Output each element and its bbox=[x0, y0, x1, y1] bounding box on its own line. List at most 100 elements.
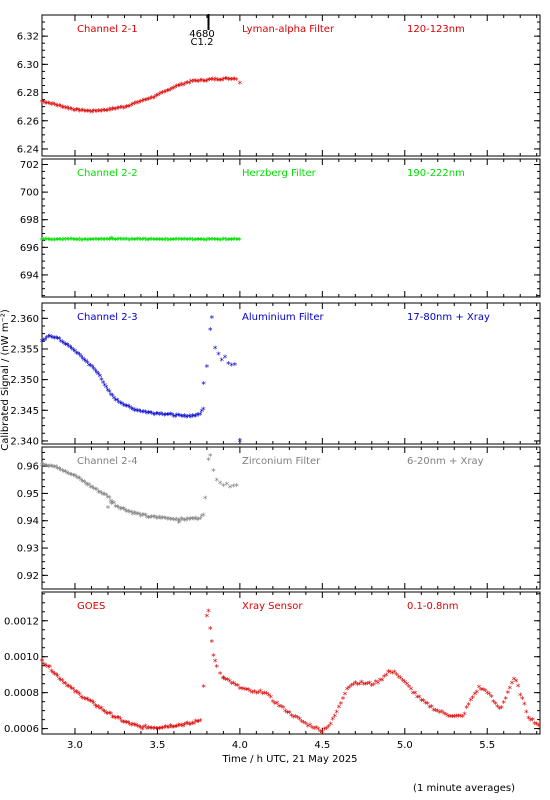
data-point: * bbox=[138, 236, 143, 246]
data-point: * bbox=[512, 676, 517, 686]
data-point: * bbox=[137, 99, 142, 109]
panel-band: 0.1-0.8nm bbox=[407, 601, 459, 612]
data-point: * bbox=[524, 709, 529, 719]
data-point: * bbox=[223, 236, 228, 246]
data-point: * bbox=[52, 671, 57, 681]
data-point: * bbox=[456, 713, 461, 723]
data-point: * bbox=[135, 100, 140, 110]
series-points: ****************************************… bbox=[40, 608, 542, 739]
data-point: * bbox=[76, 475, 81, 485]
data-point: * bbox=[176, 517, 181, 527]
data-point: * bbox=[195, 412, 200, 422]
data-point: * bbox=[250, 689, 255, 699]
data-point: * bbox=[70, 345, 75, 355]
data-point: * bbox=[118, 236, 123, 246]
data-point: * bbox=[206, 77, 211, 87]
data-point: * bbox=[343, 691, 348, 701]
data-point: * bbox=[123, 236, 128, 246]
panel-band: 17-80nm + Xray bbox=[407, 312, 490, 323]
data-point: * bbox=[140, 511, 145, 521]
data-point: * bbox=[101, 380, 106, 390]
data-point: * bbox=[85, 108, 90, 118]
data-point: * bbox=[153, 514, 158, 524]
data-point: * bbox=[132, 100, 137, 110]
data-point: * bbox=[190, 236, 195, 246]
data-point: * bbox=[43, 462, 48, 472]
data-point: * bbox=[283, 708, 288, 718]
data-point: * bbox=[146, 237, 151, 247]
data-point: * bbox=[73, 689, 78, 699]
data-point: * bbox=[134, 237, 139, 247]
data-point: * bbox=[76, 237, 81, 247]
panel-frame bbox=[41, 158, 541, 298]
data-point: * bbox=[185, 515, 190, 525]
x-tick-label: 3.0 bbox=[67, 740, 83, 751]
data-point: * bbox=[106, 387, 111, 397]
data-point: * bbox=[468, 697, 473, 707]
data-point: * bbox=[99, 377, 104, 387]
data-point: * bbox=[171, 236, 176, 246]
data-point: * bbox=[70, 106, 75, 116]
data-point: * bbox=[174, 236, 179, 246]
data-point: * bbox=[95, 108, 100, 118]
y-tick-label: 2.350 bbox=[10, 375, 39, 386]
data-point: * bbox=[151, 411, 156, 421]
data-point: * bbox=[145, 514, 150, 524]
data-point: * bbox=[117, 399, 122, 409]
data-point: * bbox=[244, 686, 249, 696]
data-point: * bbox=[84, 480, 89, 490]
data-point: * bbox=[201, 237, 206, 247]
data-point: * bbox=[151, 236, 156, 246]
data-point: * bbox=[392, 669, 397, 679]
data-point: * bbox=[113, 106, 118, 116]
data-point: * bbox=[68, 236, 73, 246]
data-point: * bbox=[165, 236, 170, 246]
data-point: * bbox=[520, 695, 525, 705]
data-point: * bbox=[427, 704, 432, 714]
data-point: * bbox=[452, 713, 457, 723]
data-point: * bbox=[162, 237, 167, 247]
data-point: * bbox=[215, 477, 220, 487]
data-point: * bbox=[98, 108, 103, 118]
data-point: * bbox=[376, 680, 381, 690]
data-point: * bbox=[134, 407, 139, 417]
data-point: * bbox=[120, 236, 125, 246]
data-point: * bbox=[386, 669, 391, 679]
x-tick-label: 3.5 bbox=[149, 740, 165, 751]
data-point: * bbox=[135, 723, 140, 733]
data-point: * bbox=[413, 690, 418, 700]
data-point: * bbox=[168, 517, 173, 527]
data-point: * bbox=[145, 237, 150, 247]
y-tick-label: 2.355 bbox=[10, 344, 39, 355]
data-point: * bbox=[214, 236, 219, 246]
panel-5: 0.0006 0.0008 0.0010 0.0012 GOES Xray Sensor 0… bbox=[4, 591, 542, 751]
y-tick-label: 0.0012 bbox=[4, 616, 39, 627]
data-point: * bbox=[481, 686, 486, 696]
data-point: * bbox=[220, 237, 225, 247]
data-point: * bbox=[143, 97, 148, 107]
data-point: * bbox=[212, 237, 217, 247]
data-point: * bbox=[106, 504, 111, 514]
data-point: * bbox=[187, 517, 192, 527]
data-point: * bbox=[102, 236, 107, 246]
data-point: * bbox=[332, 713, 337, 723]
data-point: * bbox=[213, 345, 218, 355]
data-point: * bbox=[93, 108, 98, 118]
data-point: * bbox=[113, 397, 118, 407]
data-point: * bbox=[466, 702, 471, 712]
y-tick-label: 0.93 bbox=[17, 544, 39, 555]
data-point: * bbox=[491, 698, 496, 708]
data-point: * bbox=[201, 78, 206, 88]
data-point: * bbox=[40, 98, 45, 108]
data-point: * bbox=[46, 664, 51, 674]
data-point: * bbox=[71, 347, 76, 357]
data-point: * bbox=[380, 677, 385, 687]
data-point: * bbox=[211, 468, 216, 478]
data-point: * bbox=[203, 237, 208, 247]
data-point: * bbox=[156, 237, 161, 247]
data-point: * bbox=[104, 384, 109, 394]
data-point: * bbox=[51, 670, 56, 680]
data-point: * bbox=[154, 411, 159, 421]
data-point: * bbox=[87, 362, 92, 372]
